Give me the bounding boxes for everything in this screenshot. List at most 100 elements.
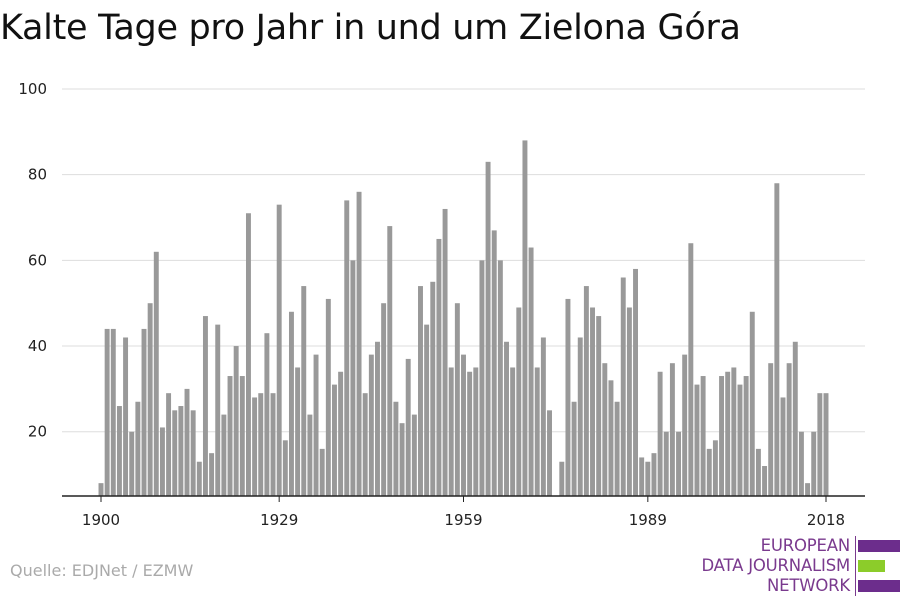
logo-purple-bar-top [858,540,900,552]
bar-2004 [737,384,743,496]
bar-1986 [626,307,632,496]
bar-1949 [399,423,405,496]
bar-1968 [516,307,522,496]
bar-1978 [577,337,583,496]
chart-title: Kalte Tage pro Jahr in und um Zielona Gó… [0,8,741,48]
bar-1922 [233,346,239,496]
bar-1983 [608,380,614,496]
bar-1909 [153,251,159,496]
bar-2014 [798,431,804,496]
bar-1975 [559,461,565,496]
bar-1962 [479,260,485,496]
bar-1917 [202,316,208,496]
y-tick-label: 60 [28,251,47,269]
edjnet-logo: EUROPEAN DATA JOURNALISM NETWORK [700,536,900,596]
bar-1981 [596,316,602,496]
logo-line-data-journalism: DATA JOURNALISM [701,556,850,575]
bar-1956 [442,208,448,496]
bar-1926 [258,393,264,496]
bar-1971 [534,367,540,496]
bar-1967 [510,367,516,496]
bar-2006 [749,311,755,496]
bar-1960 [467,371,473,496]
x-tick-label: 1989 [629,511,667,529]
y-tick-label: 100 [18,80,47,98]
bar-1989 [645,461,651,496]
bar-1907 [141,328,147,496]
bar-1995 [682,354,688,496]
logo-divider [855,536,856,596]
bar-1979 [583,286,589,496]
bar-series [98,140,829,497]
bar-1952 [418,286,423,496]
bar-2007 [755,448,761,496]
x-tick-label: 2018 [807,511,845,529]
bar-2013 [792,341,798,496]
bar-1973 [547,410,552,496]
bar-1933 [301,286,307,496]
y-tick-label: 80 [28,166,47,184]
bar-1954 [430,281,436,496]
bar-1921 [227,376,233,496]
bar-1945 [375,341,380,496]
bar-1927 [264,333,270,496]
bar-1938 [332,384,337,496]
bar-1958 [454,303,460,496]
bar-1935 [313,354,319,496]
bar-1914 [184,388,190,496]
bar-1984 [614,401,620,496]
bar-1966 [504,341,509,496]
bar-1924 [245,213,251,497]
bar-1900 [98,483,104,496]
bar-1910 [159,427,165,496]
bar-1928 [270,393,276,496]
bar-1994 [676,431,682,496]
bar-2015 [805,483,811,496]
gridlines [62,88,865,433]
bar-1992 [663,431,669,496]
bar-1943 [362,393,368,496]
bar-1963 [485,161,491,496]
bar-1934 [307,414,313,496]
logo-purple-bar-bottom [858,580,900,592]
bar-chart: 20 40 60 80 100 1900 1929 1959 1989 2018 [18,80,865,529]
bar-1977 [571,401,577,496]
bar-1925 [252,397,258,496]
bar-1985 [620,277,626,496]
bar-2008 [762,466,768,496]
bar-1942 [356,191,362,496]
bar-1991 [657,371,663,496]
bar-1951 [411,414,417,496]
bar-1990 [651,453,657,496]
bar-1987 [633,268,638,496]
bar-2016 [811,431,817,496]
bar-2017 [817,393,823,496]
bar-1997 [694,384,700,496]
bar-1911 [166,393,172,496]
bar-2000 [712,440,718,496]
bar-1901 [104,328,110,496]
bar-2002 [725,371,731,496]
bar-1964 [491,230,497,496]
bar-1970 [528,247,534,496]
bar-1959 [461,354,466,496]
bar-1976 [565,298,571,496]
bar-2011 [780,397,786,496]
bar-1920 [221,414,227,496]
bar-1961 [473,367,479,496]
logo-green-bar [858,560,885,572]
bar-1965 [497,260,503,496]
bar-1931 [288,311,294,496]
y-tick-label: 20 [28,423,47,441]
bar-1929 [276,204,282,497]
bar-1937 [325,298,331,496]
bar-1980 [590,307,595,496]
x-tick-label: 1929 [260,511,298,529]
bar-2012 [786,363,792,496]
bar-2001 [719,376,725,496]
bar-1908 [147,303,153,496]
bar-1936 [319,448,325,496]
bar-1947 [387,226,393,496]
bar-1905 [129,431,135,496]
bar-1948 [393,401,399,496]
